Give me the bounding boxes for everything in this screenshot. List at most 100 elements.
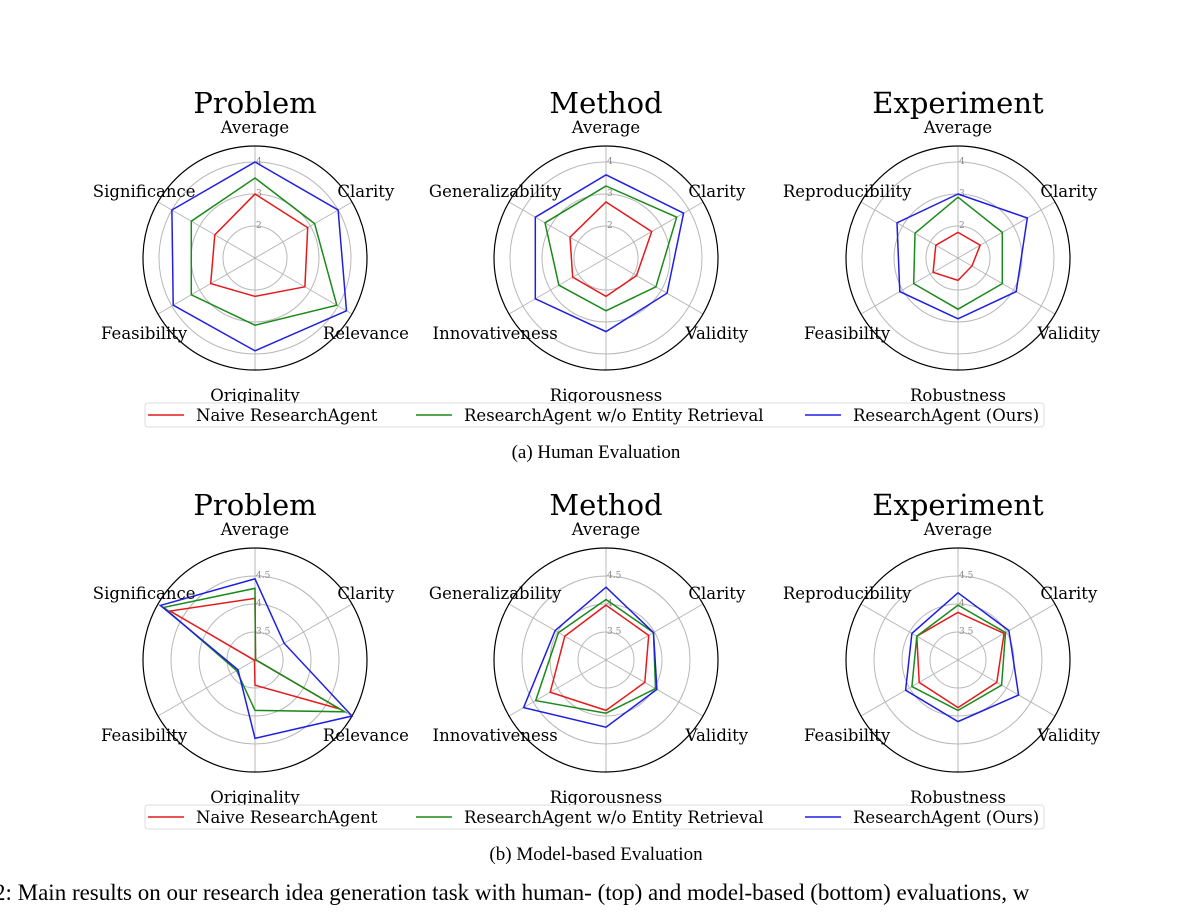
model-experiment-radar: Experiment 3.5 4 4.5 Average Clarity Validity R… xyxy=(783,488,1101,807)
human-problem-axis-label-originality: Originality xyxy=(210,386,300,405)
legend-label-ours: ResearchAgent (Ours) xyxy=(853,406,1039,425)
model-problem-series-wo_entity xyxy=(162,587,348,713)
model-experiment-rtick-label: 4.5 xyxy=(959,571,974,581)
human-problem-series-ours xyxy=(171,161,348,352)
human-method-series-ours xyxy=(534,173,685,333)
human-experiment-axis-label-validity: Validity xyxy=(1037,324,1101,343)
model-experiment-axis-label-average: Average xyxy=(923,520,992,539)
model-experiment-spoke xyxy=(860,603,959,661)
human-method-axis-label-generalizability: Generalizability xyxy=(429,182,562,201)
model-method-title: Method xyxy=(549,488,662,522)
human-method-axis-label-rigorousness: Rigorousness xyxy=(550,386,662,405)
model-method-spoke xyxy=(508,603,607,661)
model-problem-axis-label-originality: Originality xyxy=(210,788,300,807)
model-method-spoke xyxy=(605,603,704,661)
model-method-rtick-label: 4.5 xyxy=(607,571,622,581)
human-problem-series-naive xyxy=(209,193,309,298)
model-problem-spoke xyxy=(254,603,353,661)
human-problem-outer-frame xyxy=(142,145,368,371)
human-legend: Naive ResearchAgent ResearchAgent w/o Ent… xyxy=(144,402,1045,428)
human-experiment-spoke xyxy=(860,257,959,315)
model-method-axis-label-generalizability: Generalizability xyxy=(429,584,562,603)
model-problem-title: Problem xyxy=(193,488,316,522)
legend-frame xyxy=(144,804,1045,830)
human-problem-spoke xyxy=(157,257,256,315)
human-problem-series-wo_entity xyxy=(190,177,338,326)
legend-label-wo_entity: ResearchAgent w/o Entity Retrieval xyxy=(464,808,764,827)
model-problem-axis-label-significance: Significance xyxy=(93,584,196,603)
model-experiment-title: Experiment xyxy=(872,488,1044,522)
model-method-axis-label-average: Average xyxy=(571,520,640,539)
model-legend: Naive ResearchAgent ResearchAgent w/o Ent… xyxy=(144,804,1045,830)
model-method-axis-label-validity: Validity xyxy=(685,726,749,745)
human-experiment-rtick-label: 3 xyxy=(959,189,965,199)
subcaption-human-evaluation: (a) Human Evaluation xyxy=(511,442,681,463)
human-experiment-spoke xyxy=(957,257,1056,315)
model-experiment-axis-label-reproducibility: Reproducibility xyxy=(783,584,912,603)
model-method-axis-label-clarity: Clarity xyxy=(688,584,746,603)
human-problem-rtick-label: 4 xyxy=(256,157,262,167)
model-problem-series-ours xyxy=(158,577,354,740)
human-experiment-title: Experiment xyxy=(872,86,1044,120)
human-experiment-axis-label-clarity: Clarity xyxy=(1040,182,1098,201)
human-method-series-wo_entity xyxy=(544,185,678,312)
model-method-rtick-label: 3.5 xyxy=(607,627,622,637)
human-experiment-axis-label-average: Average xyxy=(923,118,992,137)
model-problem-rtick-label: 4 xyxy=(256,599,262,609)
human-method-axis-label-validity: Validity xyxy=(685,324,749,343)
human-problem-spoke xyxy=(157,201,256,259)
model-experiment-axis-label-clarity: Clarity xyxy=(1040,584,1098,603)
human-experiment-axis-label-feasibility: Feasibility xyxy=(804,324,891,343)
model-problem-axis-label-feasibility: Feasibility xyxy=(101,726,188,745)
model-method-series-naive xyxy=(549,604,650,712)
human-method-spoke xyxy=(508,201,607,259)
model-problem-radar: Problem 3.5 4 4.5 Average Clarity Relevance Ori… xyxy=(93,488,409,807)
model-experiment-rtick-label: 3.5 xyxy=(959,627,974,637)
human-method-outer-frame xyxy=(493,145,719,371)
model-method-axis-label-rigorousness: Rigorousness xyxy=(550,788,662,807)
model-method-outer-frame xyxy=(493,547,719,773)
human-experiment-spoke xyxy=(860,201,959,259)
human-method-series-naive xyxy=(569,201,653,298)
figure-caption-line1: 2: Main results on our research idea gen… xyxy=(0,880,1030,905)
model-method-radar: Method 3.5 4 4.5 Average Clarity Validity Rigor… xyxy=(429,488,749,807)
human-method-spoke xyxy=(508,257,607,315)
human-method-axis-label-innovativeness: Innovativeness xyxy=(433,324,558,343)
human-experiment-rtick-label: 2 xyxy=(959,221,965,231)
model-problem-axis-label-clarity: Clarity xyxy=(337,584,395,603)
human-experiment-spoke xyxy=(957,201,1056,259)
human-experiment-rtick-label: 4 xyxy=(959,157,965,167)
model-method-spoke xyxy=(605,659,704,717)
human-experiment-radar: Experiment 2 3 4 Average Clarity Validity Robus… xyxy=(783,86,1101,405)
model-problem-outer-frame xyxy=(142,547,368,773)
model-problem-rtick-label: 3.5 xyxy=(256,627,271,637)
model-method-axis-label-innovativeness: Innovativeness xyxy=(433,726,558,745)
human-problem-spoke xyxy=(254,201,353,259)
human-problem-title: Problem xyxy=(193,86,316,120)
model-experiment-spoke xyxy=(860,659,959,717)
human-method-spoke xyxy=(605,257,704,315)
human-method-axis-label-clarity: Clarity xyxy=(688,182,746,201)
model-experiment-series-wo_entity xyxy=(911,604,1007,712)
legend-label-naive: Naive ResearchAgent xyxy=(196,808,378,827)
human-method-radar: Method 2 3 4 Average Clarity Validity Rigorousn… xyxy=(429,86,749,405)
human-problem-axis-label-feasibility: Feasibility xyxy=(101,324,188,343)
human-experiment-series-naive xyxy=(932,231,982,282)
model-experiment-axis-label-robustness: Robustness xyxy=(910,788,1006,807)
human-method-rtick-label: 3 xyxy=(607,189,613,199)
human-problem-axis-label-significance: Significance xyxy=(93,182,196,201)
model-experiment-axis-label-validity: Validity xyxy=(1037,726,1101,745)
legend-label-ours: ResearchAgent (Ours) xyxy=(853,808,1039,827)
human-experiment-axis-label-robustness: Robustness xyxy=(910,386,1006,405)
model-problem-spoke xyxy=(157,659,256,717)
human-method-rtick-label: 4 xyxy=(607,157,613,167)
human-experiment-outer-frame xyxy=(845,145,1071,371)
model-method-spoke xyxy=(508,659,607,717)
human-problem-rtick-label: 3 xyxy=(256,189,262,199)
model-method-rtick-label: 4 xyxy=(607,599,613,609)
model-experiment-outer-frame xyxy=(845,547,1071,773)
human-method-axis-label-average: Average xyxy=(571,118,640,137)
model-problem-rtick-label: 4.5 xyxy=(256,571,271,581)
model-experiment-spoke xyxy=(957,659,1056,717)
